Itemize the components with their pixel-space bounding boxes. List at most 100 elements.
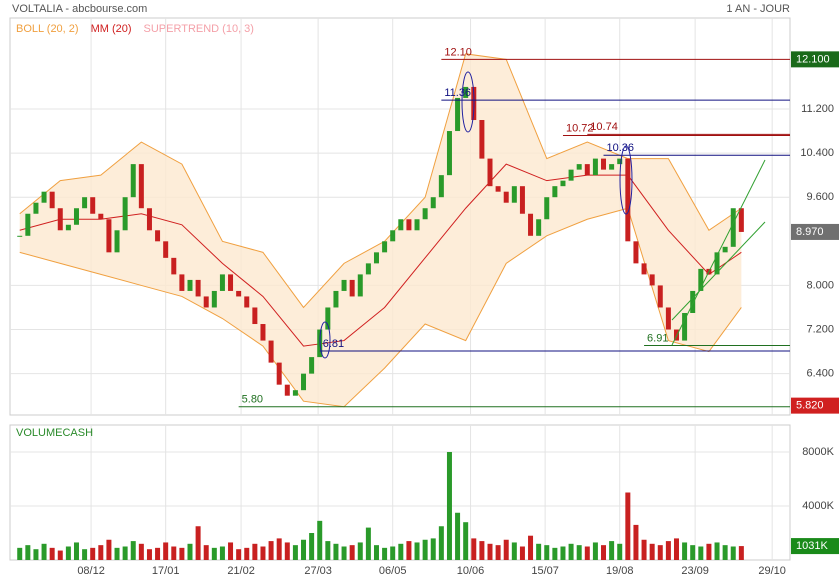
volume-bar <box>130 541 136 560</box>
candle <box>511 186 517 203</box>
candle <box>641 263 647 275</box>
candle <box>446 131 452 176</box>
candle <box>584 164 590 176</box>
volume-bar <box>292 545 298 560</box>
candle <box>292 390 298 396</box>
candle <box>114 230 120 253</box>
volume-bar <box>333 543 339 560</box>
level-label: 11.36 <box>444 87 471 99</box>
x-tick-label: 15/07 <box>531 565 559 577</box>
volume-bar <box>398 543 404 560</box>
volume-bar <box>471 538 477 560</box>
candle <box>106 219 112 253</box>
volume-bar <box>706 543 712 560</box>
volume-bar <box>106 539 112 560</box>
volume-bar <box>519 546 525 560</box>
candle <box>252 307 258 325</box>
candle <box>276 362 282 385</box>
candle <box>657 285 663 308</box>
x-tick-label: 19/08 <box>606 565 634 577</box>
price-tag <box>791 223 839 240</box>
candle <box>649 274 655 286</box>
y-tick-label: 9.600 <box>806 191 834 203</box>
volume-title: VOLUMECASH <box>16 427 93 439</box>
volume-bar <box>414 542 420 560</box>
candle <box>155 230 161 242</box>
volume-bar <box>65 546 71 560</box>
candle <box>398 219 404 231</box>
volume-bar <box>146 549 152 560</box>
y-tick-label: 10.400 <box>800 147 834 159</box>
x-tick-label: 08/12 <box>77 565 105 577</box>
candle <box>414 219 420 231</box>
volume-bar <box>422 539 428 560</box>
volume-bar <box>163 542 169 560</box>
candle <box>309 357 315 374</box>
volume-bar <box>406 541 412 560</box>
level-label: 10.72 <box>566 122 594 134</box>
candle <box>130 164 136 198</box>
candle <box>714 252 720 275</box>
volume-bar <box>228 542 234 560</box>
candle <box>382 241 388 253</box>
price-tag-label: 1031K <box>796 540 828 552</box>
candle <box>49 191 55 209</box>
candle <box>41 191 47 203</box>
volume-bar <box>301 539 307 560</box>
candle <box>73 208 79 225</box>
volume-bar <box>649 543 655 560</box>
candle <box>592 158 598 176</box>
legend-entry: SUPERTREND (10, 3) <box>144 23 254 35</box>
candle <box>203 296 209 308</box>
y-tick-label: 8.000 <box>806 279 834 291</box>
candle <box>665 307 671 330</box>
volume-bar <box>17 547 23 560</box>
candle <box>228 274 234 291</box>
candle <box>57 208 63 231</box>
volume-bar <box>82 549 88 560</box>
volume-bar <box>57 550 63 560</box>
candle <box>122 197 128 231</box>
volume-bar <box>657 545 663 560</box>
candle <box>438 175 444 198</box>
y-tick-label: 11.200 <box>801 103 834 115</box>
candle <box>463 86 469 98</box>
volume-bar <box>568 543 574 560</box>
trend-line <box>671 159 766 346</box>
candle <box>373 252 379 264</box>
volume-bar <box>73 542 79 560</box>
price-tag <box>791 538 839 555</box>
candle <box>365 263 371 275</box>
price-tag-label: 12.100 <box>796 53 830 65</box>
volume-bar <box>309 533 315 560</box>
volume-bar <box>446 452 452 560</box>
y-tick-label: 6.400 <box>806 368 834 380</box>
candle <box>171 257 177 275</box>
candle <box>519 186 525 214</box>
candle <box>195 279 201 297</box>
period: 1 AN - JOUR <box>726 3 790 15</box>
candle <box>179 274 185 291</box>
x-tick-label: 29/10 <box>758 565 786 577</box>
ellipse <box>461 71 475 133</box>
candle <box>633 241 639 264</box>
candle <box>479 120 485 159</box>
candle <box>487 158 493 187</box>
volume-bar <box>455 512 461 560</box>
volume-bar <box>276 538 282 560</box>
volume-bar <box>625 492 631 560</box>
volume-bar <box>25 545 31 560</box>
volume-bar <box>325 541 331 560</box>
volume-bar <box>698 546 704 560</box>
y-tick-label: 8000K <box>802 446 834 458</box>
volume-bar <box>682 542 688 560</box>
x-tick-label: 23/09 <box>681 565 709 577</box>
candle <box>244 296 250 308</box>
candle <box>738 208 744 232</box>
y-tick-label: 4000K <box>802 500 834 512</box>
volume-bar <box>536 543 542 560</box>
volume-bar <box>114 547 120 560</box>
volume-bar <box>544 545 550 560</box>
volume-bar <box>365 527 371 560</box>
